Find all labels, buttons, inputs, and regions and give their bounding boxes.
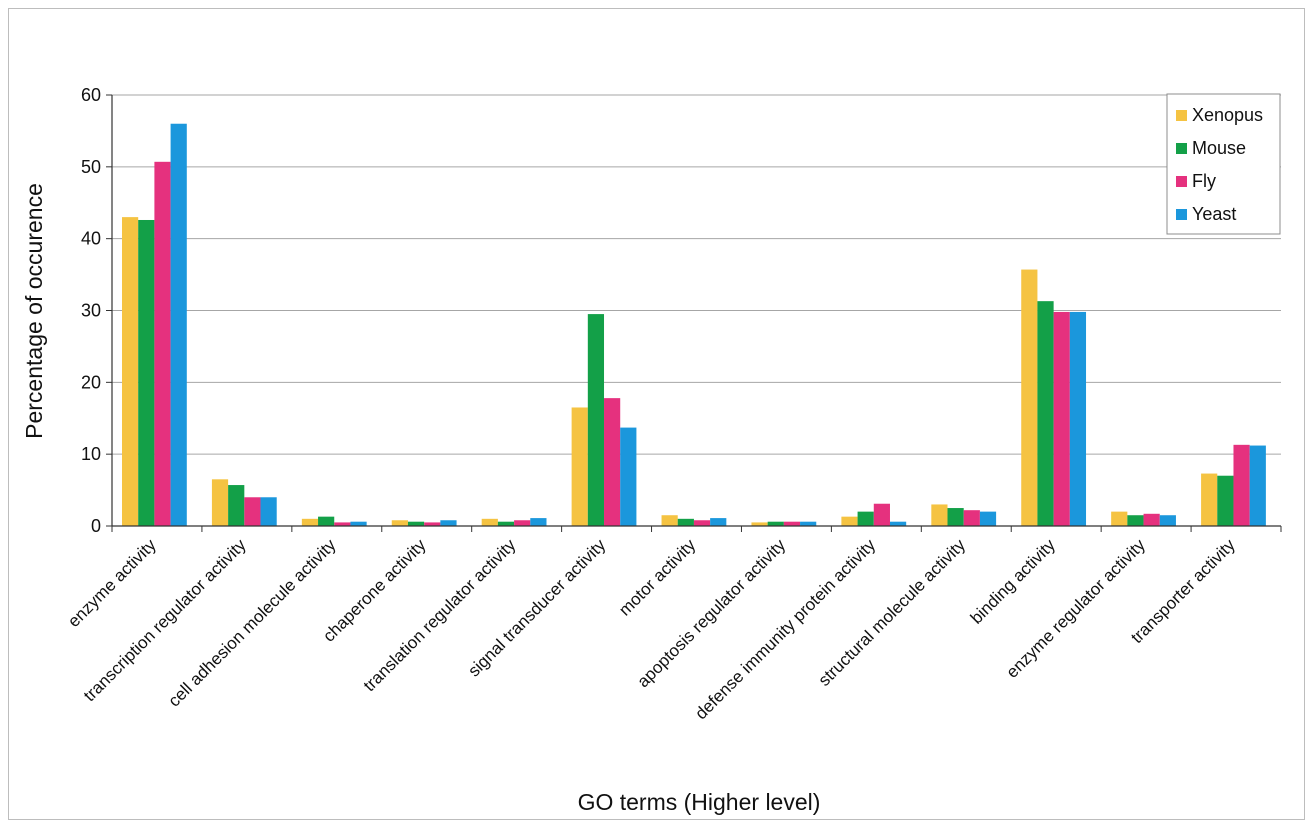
- x-category-label: motor activity: [615, 535, 700, 620]
- bar-mouse: [947, 508, 964, 526]
- x-category-label: apoptosis regulator activity: [633, 535, 789, 691]
- bar-xenopus: [841, 516, 858, 526]
- legend-swatch-fly: [1176, 176, 1187, 187]
- legend-swatch-mouse: [1176, 143, 1187, 154]
- y-tick-label: 50: [81, 157, 101, 177]
- legend-label-fly: Fly: [1192, 171, 1216, 191]
- y-axis-title: Percentage of occurence: [21, 183, 47, 439]
- bar-mouse: [857, 511, 874, 526]
- bar-mouse: [407, 521, 425, 526]
- x-category-label: enzyme activity: [64, 535, 160, 631]
- bar-mouse: [318, 516, 335, 526]
- legend-label-mouse: Mouse: [1192, 138, 1246, 158]
- bar-fly: [1053, 311, 1070, 526]
- x-category-label: cell adhesion molecule activity: [165, 535, 340, 710]
- bar-yeast: [1249, 445, 1266, 526]
- bar-xenopus: [1021, 269, 1038, 526]
- bar-fly: [424, 522, 441, 526]
- legend: Xenopus Mouse Fly Yeast: [1166, 93, 1281, 235]
- legend-swatch-xenopus: [1176, 110, 1187, 121]
- bar-xenopus: [1201, 473, 1218, 526]
- bar-fly: [1143, 513, 1160, 526]
- x-category-label: structural molecule activity: [815, 535, 970, 690]
- axes: [111, 95, 1282, 532]
- bar-xenopus: [931, 504, 948, 526]
- bar-mouse: [587, 314, 605, 526]
- bar-mouse: [1217, 475, 1234, 526]
- chart-frame: [8, 8, 1305, 820]
- gridlines: [106, 94, 1281, 527]
- bar-fly: [244, 497, 261, 526]
- bar-yeast: [1069, 311, 1087, 526]
- bar-fly: [1233, 444, 1250, 526]
- bar-yeast: [710, 518, 727, 526]
- bar-yeast: [889, 521, 907, 526]
- x-category-label: binding activity: [967, 535, 1060, 628]
- bar-fly: [334, 522, 351, 526]
- bar-xenopus: [122, 217, 139, 526]
- bar-yeast: [170, 123, 187, 526]
- bars: [122, 123, 1266, 527]
- legend-label-xenopus: Xenopus: [1192, 105, 1263, 125]
- y-tick-label: 30: [81, 301, 101, 321]
- bar-yeast: [800, 521, 817, 526]
- bar-xenopus: [661, 515, 678, 526]
- y-tick-label: 10: [81, 444, 101, 464]
- legend-swatch-yeast: [1176, 209, 1187, 220]
- bar-fly: [873, 503, 890, 526]
- x-category-label: transcription regulator activity: [80, 535, 250, 705]
- y-tick-label: 40: [81, 229, 101, 249]
- bar-fly: [783, 521, 801, 526]
- bar-yeast: [350, 521, 367, 526]
- bar-mouse: [1127, 515, 1144, 526]
- bar-fly: [514, 520, 531, 526]
- bar-mouse: [228, 485, 245, 526]
- bar-mouse: [1037, 301, 1054, 526]
- bar-mouse: [677, 518, 694, 526]
- bar-xenopus: [751, 522, 768, 526]
- bar-fly: [154, 161, 171, 526]
- y-tick-labels: 0 10 20 30 40 50 60: [81, 85, 101, 536]
- bar-mouse: [138, 219, 155, 527]
- x-category-label: defense immunity protein activity: [691, 535, 879, 723]
- bar-mouse: [497, 521, 515, 526]
- bar-fly: [693, 520, 711, 526]
- legend-label-yeast: Yeast: [1192, 204, 1236, 224]
- bar-yeast: [1159, 515, 1176, 526]
- bar-mouse: [767, 521, 784, 526]
- bar-xenopus: [211, 479, 229, 526]
- bar-yeast: [979, 511, 997, 526]
- bar-fly: [963, 510, 980, 526]
- bar-xenopus: [391, 520, 408, 526]
- bar-xenopus: [481, 518, 498, 526]
- x-category-label: translation regulator activity: [360, 535, 520, 695]
- bar-xenopus: [571, 407, 588, 526]
- y-tick-label: 20: [81, 372, 101, 392]
- y-tick-label: 0: [91, 516, 101, 536]
- y-tick-label: 60: [81, 85, 101, 105]
- bar-yeast: [260, 497, 277, 526]
- bar-xenopus: [1111, 511, 1128, 526]
- x-axis-title: GO terms (Higher level): [578, 789, 821, 815]
- bar-fly: [604, 398, 621, 526]
- bar-yeast: [530, 518, 547, 526]
- bar-yeast: [620, 427, 637, 526]
- bar-yeast: [440, 520, 457, 526]
- bar-xenopus: [301, 518, 319, 526]
